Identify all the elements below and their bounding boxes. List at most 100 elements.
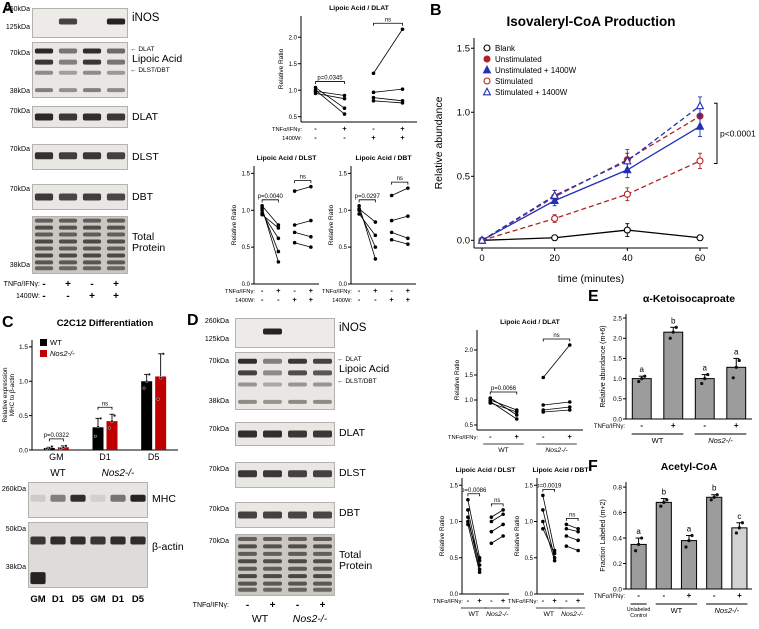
svg-text:-: - bbox=[490, 596, 493, 605]
gel-lipoic-acid bbox=[32, 42, 128, 98]
svg-text:0.0: 0.0 bbox=[613, 416, 622, 423]
panel-a-blot: 260kDa 125kDa 70kDa 38kDa 70kDa 70kDa 70… bbox=[0, 0, 232, 312]
svg-text:+: + bbox=[406, 286, 411, 295]
svg-text:-: - bbox=[640, 421, 643, 430]
marker-70kda: 70kDa bbox=[9, 50, 30, 57]
svg-text:Nos2-/-: Nos2-/- bbox=[486, 611, 509, 618]
svg-text:TNFα/IFNγ:: TNFα/IFNγ: bbox=[225, 289, 255, 295]
svg-text:-: - bbox=[637, 591, 640, 600]
marker-38kda: 38kDa bbox=[9, 88, 30, 95]
svg-text:TNFα/IFNγ:: TNFα/IFNγ: bbox=[272, 127, 302, 133]
label-dlat: DLAT bbox=[132, 111, 159, 123]
chart-acetyl-coa: Acetyl-CoA Fraction Labeled (m+2) 0.0 0.2 0.… bbox=[594, 458, 758, 626]
svg-text:1.0: 1.0 bbox=[457, 108, 470, 119]
chart-ketoisocaproate: α-Ketoisocaproate Relative abundance (m+6… bbox=[594, 290, 758, 456]
panel-a-label: A bbox=[2, 0, 14, 17]
svg-text:Stimulated: Stimulated bbox=[495, 77, 533, 86]
label-beta-actin: β-actin bbox=[152, 541, 184, 553]
marker-38kda: 38kDa bbox=[9, 262, 30, 269]
svg-text:ns: ns bbox=[569, 512, 575, 518]
svg-text:0.5: 0.5 bbox=[242, 245, 251, 251]
svg-text:Relative Ratio: Relative Ratio bbox=[231, 204, 238, 245]
svg-text:-: - bbox=[343, 133, 346, 142]
label-dlat-arrow-text: DLAT bbox=[345, 356, 362, 363]
group-label-wt: WT bbox=[251, 613, 269, 625]
svg-text:TNFα/IFNγ:: TNFα/IFNγ: bbox=[448, 435, 478, 441]
svg-text:ns: ns bbox=[397, 176, 403, 182]
chart-lipoic-dlat-a: Lipoic Acid / DLAT Relative Ratio 0.5 1.0 1.… bbox=[272, 2, 420, 148]
svg-text:+: + bbox=[687, 591, 692, 600]
svg-text:p=0.0040: p=0.0040 bbox=[258, 194, 284, 200]
svg-text:-: - bbox=[261, 295, 264, 304]
gel-dlat bbox=[235, 422, 335, 446]
svg-text:TNFα/IFNγ:: TNFα/IFNγ: bbox=[508, 599, 538, 605]
svg-text:p=0.0345: p=0.0345 bbox=[317, 76, 343, 82]
marker-50kda: 50kDa bbox=[5, 526, 26, 533]
svg-text:1.0: 1.0 bbox=[242, 208, 251, 214]
svg-text:Relative Ratio: Relative Ratio bbox=[514, 515, 521, 556]
label-dlstdbt-arrow-text: DLST/DBT bbox=[345, 378, 377, 385]
chart-lipoic-dlst-d: Lipoic Acid / DLST Relative Ratio 0.0 0.5 1.… bbox=[433, 464, 516, 626]
svg-text:-: - bbox=[358, 286, 361, 295]
svg-text:1400W:: 1400W: bbox=[235, 298, 255, 304]
chart-lipoic-dbt-a: Lipoic Acid / DBT Relative Ratio 0.0 0.5 1.0… bbox=[322, 152, 419, 310]
svg-text:1.0: 1.0 bbox=[465, 398, 474, 404]
svg-text:Nos2-/-: Nos2-/- bbox=[715, 606, 740, 615]
condition-values-1400w: - - + + bbox=[42, 291, 119, 302]
svg-text:p<0.0001: p<0.0001 bbox=[720, 128, 756, 138]
svg-text:Relative Ratio: Relative Ratio bbox=[328, 204, 335, 245]
svg-text:0.0: 0.0 bbox=[457, 236, 470, 247]
svg-text:+: + bbox=[477, 596, 482, 605]
svg-text:+: + bbox=[400, 133, 405, 142]
svg-text:+: + bbox=[568, 432, 573, 441]
svg-text:0.5: 0.5 bbox=[457, 172, 470, 183]
marker-125kda: 125kDa bbox=[5, 24, 30, 31]
svg-text:WT: WT bbox=[671, 606, 683, 615]
gel-total-protein bbox=[235, 534, 335, 596]
svg-text:+: + bbox=[576, 596, 581, 605]
svg-text:1.0: 1.0 bbox=[525, 520, 534, 526]
svg-text:Lipoic Acid / DLST: Lipoic Acid / DLST bbox=[257, 155, 318, 162]
svg-text:D1: D1 bbox=[99, 452, 111, 462]
svg-text:Relative abundance (m+6): Relative abundance (m+6) bbox=[600, 325, 607, 407]
marker-125kda: 125kDa bbox=[204, 336, 229, 343]
gel-lipoic-acid bbox=[235, 352, 335, 410]
condition-values-tnf: - + - + bbox=[245, 600, 326, 611]
label-inos: iNOS bbox=[339, 322, 367, 334]
svg-text:+: + bbox=[292, 295, 297, 304]
svg-text:60: 60 bbox=[695, 253, 706, 264]
svg-text:Relative abundance: Relative abundance bbox=[433, 96, 445, 189]
gel-dlst bbox=[32, 144, 128, 170]
svg-text:0.5: 0.5 bbox=[450, 556, 459, 562]
svg-text:Nos2-/-: Nos2-/- bbox=[545, 447, 568, 454]
svg-text:Unstimulated + 1400W: Unstimulated + 1400W bbox=[495, 66, 577, 75]
gel-mhc bbox=[28, 482, 148, 518]
svg-text:1.5: 1.5 bbox=[339, 171, 348, 177]
svg-text:α-Ketoisocaproate: α-Ketoisocaproate bbox=[643, 293, 735, 305]
arrow-left-icon: ← bbox=[337, 356, 344, 363]
panel-d-label: D bbox=[187, 312, 199, 329]
svg-text:Lipoic Acid / DBT: Lipoic Acid / DBT bbox=[355, 155, 412, 162]
label-dlstdbt-arrow: ← DLST/DBT bbox=[130, 67, 170, 74]
marker-70kda: 70kDa bbox=[9, 186, 30, 193]
svg-text:Lipoic Acid / DLAT: Lipoic Acid / DLAT bbox=[329, 5, 390, 12]
svg-text:WT: WT bbox=[543, 611, 554, 618]
svg-text:Nos2-/-: Nos2-/- bbox=[561, 611, 584, 618]
svg-text:2.0: 2.0 bbox=[289, 35, 298, 41]
panel-d-blot: 260kDa 125kDa 70kDa 38kDa 70kDa 70kDa 70… bbox=[185, 312, 435, 629]
svg-text:Relative expressionMHC to β-ac: Relative expressionMHC to β-actin bbox=[2, 367, 16, 422]
panel-b-label: B bbox=[430, 2, 442, 19]
svg-text:p=0.0066: p=0.0066 bbox=[491, 386, 517, 392]
svg-text:2.0: 2.0 bbox=[465, 348, 474, 354]
svg-text:Nos2-/-: Nos2-/- bbox=[708, 436, 733, 445]
condition-values-tnf: - + - + bbox=[42, 279, 119, 290]
arrow-left-icon: ← bbox=[130, 46, 137, 53]
svg-text:ns: ns bbox=[553, 333, 559, 339]
svg-text:0.0: 0.0 bbox=[525, 592, 534, 598]
svg-text:0.8: 0.8 bbox=[613, 484, 622, 491]
svg-text:0: 0 bbox=[479, 253, 484, 264]
group-label-wt: WT bbox=[50, 468, 66, 479]
svg-text:Unstimulated: Unstimulated bbox=[495, 55, 542, 64]
svg-text:-: - bbox=[467, 596, 470, 605]
